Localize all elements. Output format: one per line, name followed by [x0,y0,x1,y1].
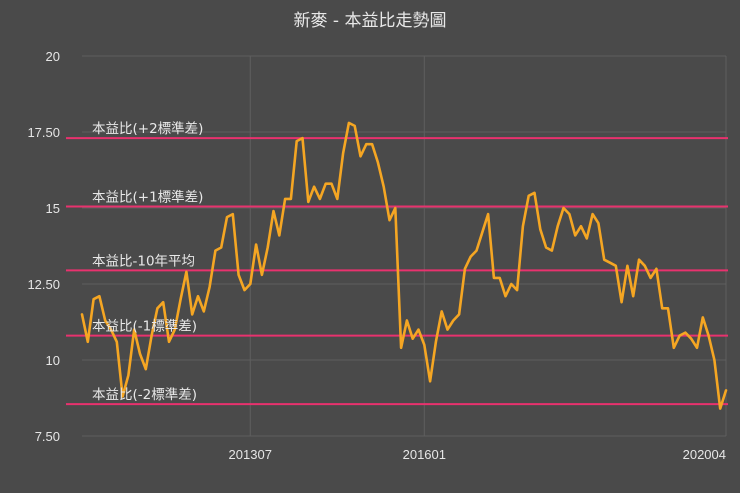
y-tick-label: 20 [46,49,60,64]
y-axis-ticks: 7.50 10 12.50 15 17.50 20 [27,49,60,444]
x-tick-label: 201307 [229,447,272,462]
std-band-label: 本益比(+2標準差) [92,121,203,137]
chart-title: 新麥 - 本益比走勢圖 [294,11,447,31]
x-tick-label: 202004 [683,447,726,462]
x-axis-ticks: 201307 201601 202004 [229,447,726,462]
std-band-label: 本益比(-2標準差) [92,387,197,403]
y-tick-label: 10 [46,353,60,368]
std-band-label: 本益比(-1標準差) [92,319,197,335]
y-tick-label: 15 [46,201,60,216]
y-tick-label: 17.50 [27,125,60,140]
y-tick-label: 7.50 [35,429,60,444]
pe-ratio-line [80,121,728,410]
x-tick-label: 201601 [403,447,446,462]
y-tick-label: 12.50 [27,277,60,292]
std-band-label: 本益比-10年平均 [92,253,195,269]
std-band-label: 本益比(+1標準差) [92,189,203,205]
